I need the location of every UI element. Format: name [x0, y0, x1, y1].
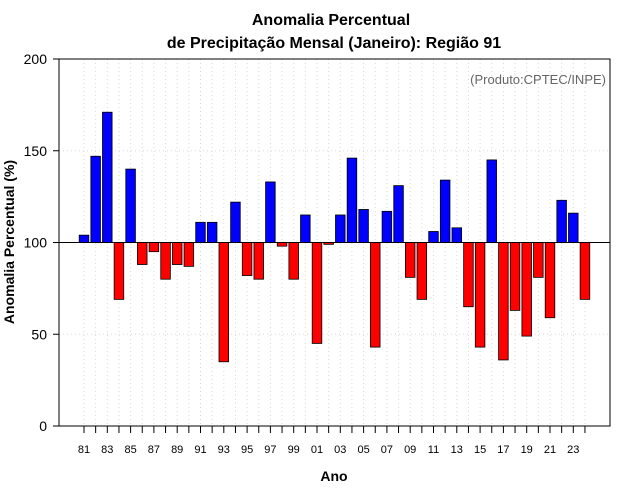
x-tick-label: 85 — [124, 444, 136, 456]
chart-subtitle: de Precipitação Mensal (Janeiro): Região… — [167, 35, 501, 52]
x-tick-label: 21 — [544, 444, 556, 456]
bar-17 — [498, 242, 509, 361]
bar-98 — [276, 242, 288, 247]
chart-title: Anomalia Percentual — [252, 12, 410, 29]
x-tick-label: 13 — [451, 444, 463, 456]
x-tick-label: 81 — [78, 444, 90, 456]
x-tick-label: 99 — [288, 444, 300, 456]
bar-82 — [90, 155, 101, 243]
bar-15 — [474, 242, 486, 348]
x-tick-label: 15 — [474, 444, 486, 456]
x-tick-label: 97 — [264, 444, 276, 456]
x-axis: 81 83 85 87 89 91 93 95 97 99 01 03 05 07 09 11 13 15 17 19… — [78, 426, 586, 456]
bar-89 — [171, 242, 183, 265]
x-tick-label: 17 — [497, 444, 509, 456]
x-tick-label: 23 — [567, 444, 579, 456]
bar-10 — [416, 242, 428, 300]
bar-97 — [265, 181, 276, 243]
x-tick-label: 89 — [171, 444, 183, 456]
bar-07 — [381, 210, 393, 243]
bar-18 — [509, 242, 521, 311]
bar-99 — [288, 242, 299, 280]
bar-00 — [300, 214, 311, 243]
y-tick-label: 200 — [24, 51, 48, 67]
x-tick-label: 95 — [241, 444, 253, 456]
bar-11 — [428, 231, 439, 243]
bar-93 — [218, 242, 230, 363]
bar-92 — [206, 221, 218, 243]
bars — [78, 111, 591, 363]
y-axis-label: Anomalia Percentual (%) — [1, 160, 17, 324]
bar-87 — [148, 242, 160, 253]
bar-05 — [358, 209, 369, 243]
x-tick-label: 09 — [404, 444, 416, 456]
bar-20 — [533, 242, 544, 278]
bar-24 — [579, 242, 591, 300]
bar-90 — [183, 242, 195, 267]
bar-88 — [160, 242, 171, 280]
bar-19 — [521, 242, 532, 337]
bar-16 — [486, 159, 497, 243]
bar-03 — [335, 214, 346, 243]
bar-95 — [241, 242, 253, 276]
bar-21 — [544, 242, 556, 319]
x-tick-label: 05 — [357, 444, 369, 456]
credit-label: (Produto:CPTEC/INPE) — [470, 72, 606, 87]
bar-94 — [230, 201, 241, 243]
x-tick-label: 01 — [311, 444, 323, 456]
x-tick-label: 83 — [101, 444, 113, 456]
bar-09 — [404, 242, 416, 278]
bar-91 — [195, 221, 206, 243]
bar-83 — [102, 111, 113, 243]
bar-96 — [253, 242, 264, 280]
y-tick-label: 150 — [24, 143, 48, 159]
x-tick-label: 91 — [194, 444, 206, 456]
y-tick-label: 50 — [31, 326, 47, 342]
bar-23 — [568, 212, 579, 243]
bar-86 — [137, 242, 148, 265]
x-tick-label: 11 — [428, 444, 439, 456]
bar-01 — [311, 242, 323, 344]
bar-12 — [439, 179, 451, 243]
y-tick-label: 100 — [24, 235, 48, 251]
x-tick-label: 93 — [218, 444, 230, 456]
y-tick-label: 0 — [39, 418, 47, 434]
x-tick-label: 07 — [381, 444, 393, 456]
x-tick-label: 19 — [521, 444, 533, 456]
y-axis: 0 50 100 150 200 — [24, 51, 59, 434]
bar-81 — [78, 234, 90, 243]
bar-06 — [370, 242, 381, 348]
bar-14 — [463, 242, 474, 308]
x-tick-label: 03 — [334, 444, 346, 456]
bar-13 — [451, 227, 463, 243]
bar-85 — [125, 168, 136, 243]
x-tick-label: 87 — [148, 444, 160, 456]
bar-22 — [556, 199, 567, 243]
bar-84 — [113, 242, 125, 300]
x-axis-label: Ano — [320, 468, 347, 484]
bar-08 — [393, 185, 404, 243]
bar-04 — [346, 157, 358, 243]
